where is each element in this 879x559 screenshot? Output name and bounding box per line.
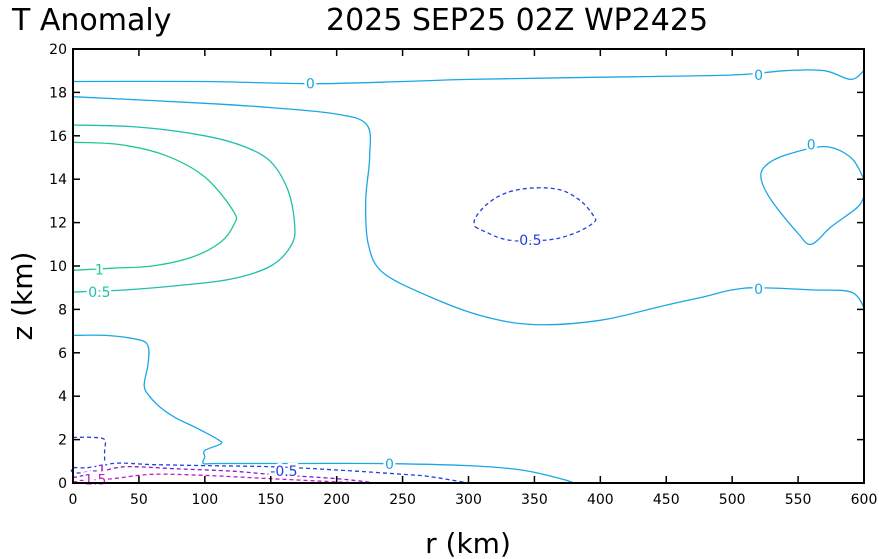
contour-neg15 [72,473,364,484]
y-tick-label: 8 [58,302,67,318]
y-tick-label: 12 [49,216,67,232]
x-tick-label: 150 [257,492,284,508]
y-tick-label: 2 [58,433,67,449]
contour-label: 0 [754,282,763,298]
x-tick-label: 400 [587,492,614,508]
contour-neg05-upper [473,187,597,242]
x-tick-label: 500 [719,492,746,508]
chart-run-info: 2025 SEP25 02Z WP2425 [326,3,708,38]
x-tick-label: 550 [785,492,812,508]
x-axis-label: r (km) [425,527,511,559]
y-tick-label: 10 [49,259,67,275]
y-tick-label: 14 [49,172,67,188]
contour-lines [70,69,865,484]
contour-neg1 [72,465,377,484]
y-tick-label: 20 [49,42,67,58]
contour-label: 0 [807,137,816,153]
contour-label: 1 [95,262,104,278]
contour-zero-top [72,69,865,85]
y-tick-label: 16 [49,129,67,145]
y-tick-label: 6 [58,346,67,362]
x-tick-label: 300 [455,492,482,508]
y-tick-label: 4 [58,389,67,405]
contour-zero-right [760,145,865,246]
contour-pos1 [72,141,238,271]
contour-labels: 0 0 0 0 0 -0.5 -0.5 1 0.5 -1-1.5 [77,66,819,492]
contour-zero-mid [72,96,865,326]
y-tick-label: 18 [49,85,67,101]
x-axis-ticks: 0 50 100 150 200 250 300 350 400 450 500 550 600 [69,49,878,508]
x-tick-label: 100 [191,492,218,508]
contour-label: 0 [754,68,763,84]
contour-label: -0.5 [270,464,297,480]
contour-label: 0 [306,77,315,93]
plot-frame [72,48,865,484]
contour-label: 0 [385,457,394,473]
contour-zero-low [72,334,575,484]
x-tick-label: 450 [653,492,680,508]
contour-pos05 [72,124,296,293]
y-tick-label: 0 [58,476,67,492]
chart-title: T Anomaly [11,3,171,38]
contour-label: -1 [92,463,106,479]
x-tick-label: 200 [323,492,350,508]
x-tick-label: 350 [521,492,548,508]
x-tick-label: 0 [69,492,78,508]
contour-label: -1.5 [79,473,106,489]
contour-label: 0.5 [88,285,110,301]
contour-label: -0.5 [514,233,541,249]
y-axis-label: z (km) [6,252,39,341]
x-tick-label: 600 [851,492,878,508]
x-tick-label: 250 [389,492,416,508]
x-tick-label: 50 [130,492,148,508]
